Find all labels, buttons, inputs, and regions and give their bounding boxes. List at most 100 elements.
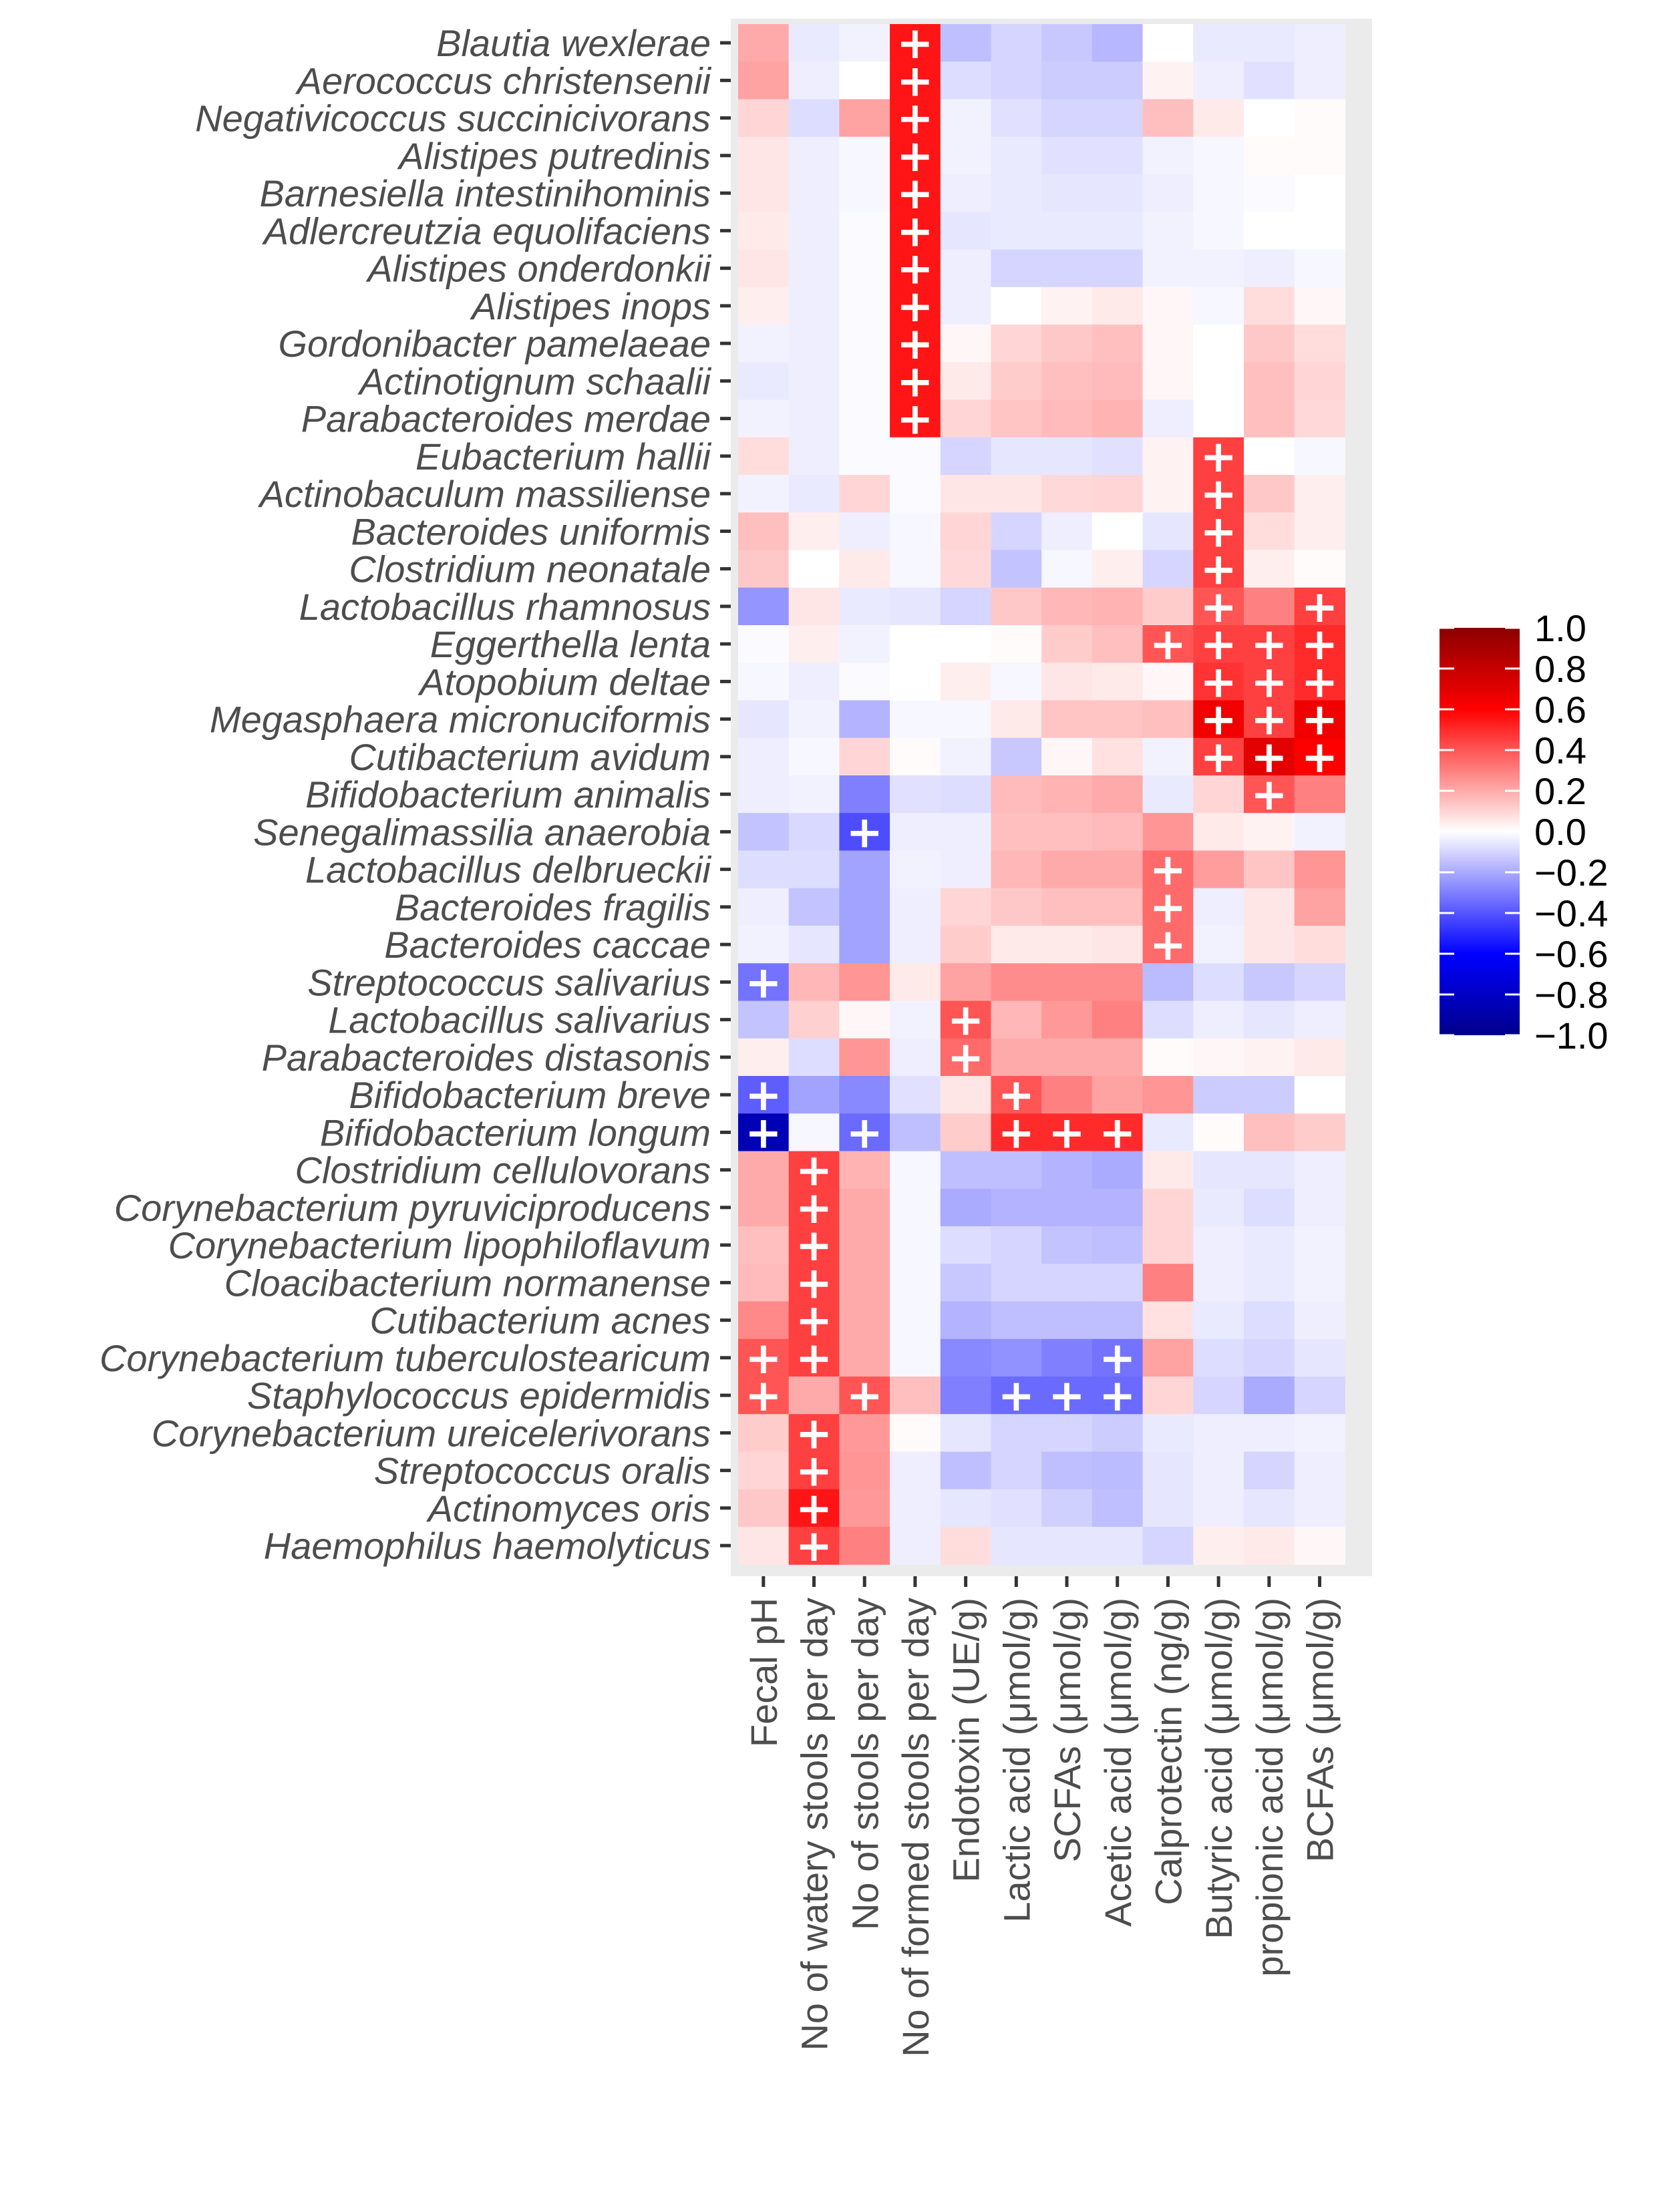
heatmap-cell — [1193, 625, 1244, 663]
heatmap-cell — [1193, 24, 1244, 62]
heatmap-cell — [839, 1338, 890, 1377]
heatmap-cell — [839, 1414, 890, 1453]
heatmap-cell — [890, 1151, 941, 1190]
heatmap-cell — [1142, 926, 1194, 964]
heatmap-cell — [1041, 512, 1093, 551]
heatmap-cell — [738, 437, 790, 476]
heatmap-cell — [1193, 325, 1244, 363]
significance-marker: + — [1301, 618, 1338, 670]
heatmap-cell — [1142, 437, 1194, 476]
heatmap-cell — [1193, 475, 1244, 513]
heatmap-cell — [839, 325, 890, 363]
heatmap-cell — [1091, 512, 1144, 551]
heatmap-cell — [1041, 1489, 1093, 1527]
heatmap-cell — [1193, 362, 1244, 401]
heatmap-cell — [1041, 737, 1093, 776]
heatmap-cell — [991, 249, 1042, 288]
heatmap-cell — [738, 512, 790, 551]
row-label: Bacteroides fragilis — [395, 886, 711, 928]
significance-markers: ++++++++++++++++ ++ + + ++ + ++ + ++ + ++++++++++ +… — [745, 17, 1338, 1572]
heatmap-cell — [839, 888, 890, 926]
heatmap-cell — [1193, 737, 1244, 776]
heatmap-cell — [1294, 888, 1345, 926]
heatmap-cell — [1244, 475, 1295, 513]
column-labels: Fecal pH No of watery stools per day No of… — [743, 1598, 1341, 2057]
heatmap-cell — [1091, 1038, 1144, 1077]
column-label: SCFAs (μmol/g) — [1046, 1598, 1088, 1862]
heatmap-cell — [1091, 99, 1144, 138]
heatmap-cell — [1091, 1301, 1144, 1340]
heatmap-cell — [839, 813, 890, 852]
heatmap-cell — [991, 888, 1042, 926]
heatmap-cell — [940, 325, 992, 363]
heatmap-cell — [1193, 663, 1244, 701]
heatmap-cell — [788, 663, 840, 701]
row-label: Alistipes onderdonkii — [365, 248, 711, 290]
heatmap-cell — [1142, 888, 1194, 926]
heatmap-cell — [839, 663, 890, 701]
heatmap-cell — [788, 362, 840, 401]
significance-marker: + — [796, 1332, 832, 1384]
heatmap-cell — [738, 1113, 790, 1152]
heatmap-cell — [890, 888, 941, 926]
heatmap-cell — [1294, 1000, 1345, 1039]
heatmap-cell — [1142, 475, 1194, 513]
heatmap-cell — [1041, 663, 1093, 701]
row-label: Clostridium neonatale — [349, 548, 711, 590]
heatmap-cell — [940, 625, 992, 663]
significance-marker: + — [1200, 694, 1236, 745]
heatmap-cell — [738, 99, 790, 138]
legend-tick-label: 0.6 — [1534, 689, 1586, 731]
heatmap-cell — [1041, 587, 1093, 626]
significance-marker: + — [1200, 506, 1236, 557]
heatmap-cell — [940, 24, 992, 62]
heatmap-cell — [991, 1451, 1042, 1490]
heatmap-cell — [1091, 700, 1144, 739]
heatmap-cell — [1244, 437, 1295, 476]
heatmap-cell — [1244, 550, 1295, 588]
heatmap-cell — [839, 99, 890, 138]
row-label: Lactobacillus salivarius — [328, 999, 711, 1041]
column-label: BCFAs (μmol/g) — [1299, 1598, 1341, 1862]
significance-marker: + — [1150, 919, 1186, 970]
heatmap-cell — [940, 512, 992, 551]
heatmap-cell — [940, 1451, 992, 1490]
color-legend: 1.00.80.60.40.20.0−0.2−0.4−0.6−0.8−1.0 — [1440, 607, 1609, 1057]
heatmap-cell — [940, 1377, 992, 1415]
significance-marker: + — [796, 1483, 832, 1534]
heatmap-cell — [1091, 1451, 1144, 1490]
heatmap-cell — [788, 1076, 840, 1114]
heatmap-cell — [1193, 550, 1244, 588]
heatmap-cell — [839, 174, 890, 212]
heatmap-cell — [1294, 437, 1345, 476]
significance-marker: + — [998, 1370, 1035, 1421]
heatmap-cell — [1091, 287, 1144, 325]
heatmap-cell — [1244, 1188, 1295, 1227]
heatmap-cell — [940, 475, 992, 513]
heatmap-cell — [1193, 1038, 1244, 1077]
heatmap-cell — [1041, 1076, 1093, 1114]
heatmap-cell — [788, 888, 840, 926]
heatmap-cell — [738, 1489, 790, 1527]
heatmap-cell — [1091, 737, 1144, 776]
heatmap-cell — [1193, 249, 1244, 288]
heatmap-cell — [738, 700, 790, 739]
heatmap-cell — [890, 249, 941, 288]
heatmap-cell — [1142, 737, 1194, 776]
heatmap-cell — [991, 325, 1042, 363]
heatmap-cell — [1041, 24, 1093, 62]
heatmap-cell — [1244, 663, 1295, 701]
heatmap-cell — [991, 1151, 1042, 1190]
row-label: Bifidobacterium longum — [320, 1111, 711, 1153]
significance-marker: + — [896, 168, 933, 219]
heatmap-cell — [1091, 475, 1144, 513]
heatmap-cell — [738, 587, 790, 626]
heatmap-cell — [991, 1301, 1042, 1340]
significance-marker: + — [1099, 1370, 1136, 1421]
heatmap-cell — [1244, 813, 1295, 852]
heatmap-cell — [991, 174, 1042, 212]
heatmap-cell — [1142, 663, 1194, 701]
heatmap-cell — [1244, 587, 1295, 626]
heatmap-cell — [788, 587, 840, 626]
